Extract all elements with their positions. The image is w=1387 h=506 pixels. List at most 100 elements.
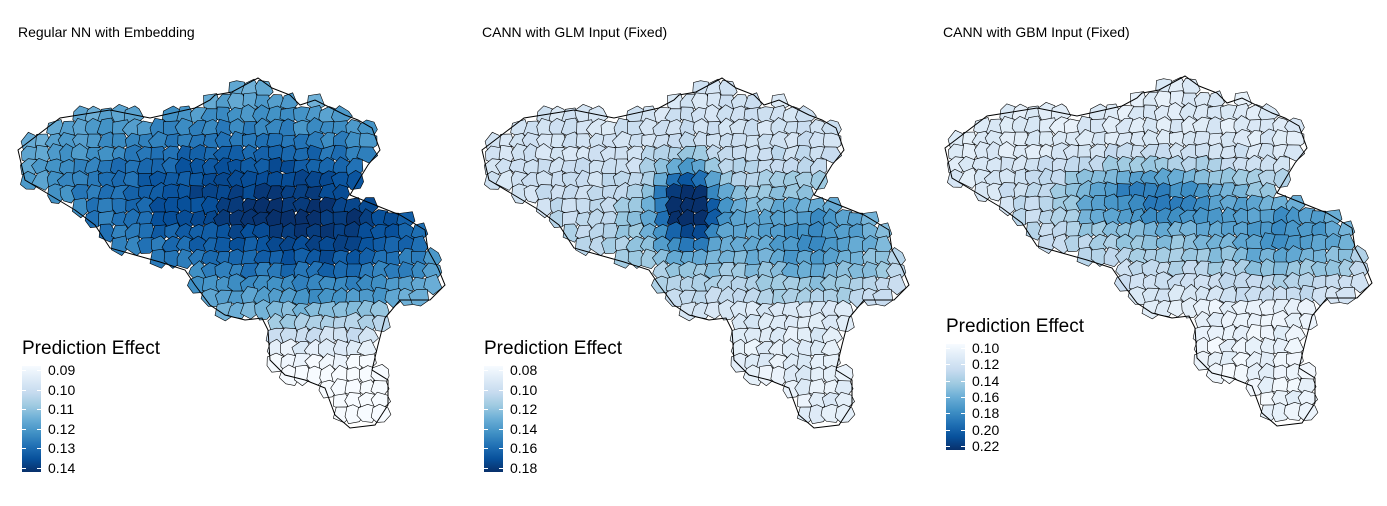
legend-tick: [22, 428, 26, 430]
legend-tick: [37, 409, 41, 411]
legend-label: 0.08: [510, 362, 538, 378]
municipality-polygon: [588, 235, 609, 257]
municipality-polygon: [31, 169, 54, 191]
municipality-polygons: [19, 78, 443, 425]
municipality-polygon: [810, 170, 828, 190]
municipality-polygon: [958, 167, 981, 189]
legend-tick: [499, 389, 503, 391]
municipality-polygon: [1350, 272, 1370, 294]
legend-tick: [946, 413, 950, 415]
municipality-polygon: [1193, 350, 1213, 371]
municipality-polygon: [1335, 286, 1357, 305]
legend-label: 0.13: [48, 440, 76, 457]
municipality-polygon: [124, 235, 145, 257]
legend-label: 0.22: [972, 438, 1000, 454]
municipality-polygon: [730, 352, 750, 373]
legend-label: 0.10: [510, 381, 538, 398]
legend-tick: [961, 364, 965, 366]
legend-color-bar: [22, 366, 41, 472]
legend-label: 0.12: [510, 401, 538, 418]
legend-tick: [961, 413, 965, 415]
panel-title: CANN with GBM Input (Fixed): [943, 24, 1130, 40]
legend: Prediction Effect 0.09 0.10 0.11 0.12 0.13 0.…: [22, 338, 160, 475]
map-panel-cann-glm: CANN with GLM Input (Fixed) Prediction E…: [462, 0, 925, 506]
municipality-polygon: [176, 248, 197, 270]
legend-tick: [499, 409, 503, 411]
municipality-polygon: [1038, 233, 1056, 254]
municipality-polygon: [266, 352, 286, 373]
legend-tick: [37, 428, 41, 430]
legend-tick: [946, 429, 950, 431]
legend-tick: [22, 448, 26, 450]
choropleth-map: [17, 77, 446, 429]
legend-label: 0.14: [48, 460, 76, 476]
legend-tick: [22, 468, 26, 469]
country-border: [481, 77, 910, 429]
map-panel-cann-gbm: CANN with GBM Input (Fixed) Prediction E…: [925, 0, 1387, 506]
legend-tick: [961, 397, 965, 398]
legend-tick: [961, 429, 965, 431]
municipality-polygon: [1297, 401, 1319, 421]
municipality-polygon: [423, 274, 443, 296]
legend-label: 0.20: [972, 421, 1000, 438]
legend-tick: [484, 389, 488, 391]
legend-label: 0.10: [48, 381, 76, 398]
legend-tick: [37, 389, 41, 391]
legend-label: 0.14: [510, 420, 538, 437]
legend-tick: [22, 389, 26, 391]
legend-tick: [37, 448, 41, 450]
legend-tick: [946, 446, 950, 447]
municipality-polygon: [1103, 246, 1124, 268]
legend-title: Prediction Effect: [484, 338, 623, 359]
municipality-polygon: [1273, 168, 1291, 188]
municipality-polygon: [346, 170, 364, 190]
legend-tick: [499, 468, 503, 469]
legend-label: 0.18: [972, 405, 1000, 422]
municipality-polygon: [370, 403, 392, 423]
legend-tick: [37, 468, 41, 469]
choropleth-map: [481, 77, 910, 429]
legend-tick: [22, 409, 26, 411]
legend-tick: [484, 468, 488, 469]
municipality-polygon: [1298, 313, 1318, 330]
municipality-polygon: [820, 403, 841, 423]
legend-label: 0.11: [48, 401, 75, 418]
legend-tick: [484, 370, 488, 371]
panel-title: Regular NN with Embedding: [18, 24, 195, 40]
legend-label: 0.18: [510, 460, 538, 476]
municipality-polygon: [495, 169, 518, 191]
legend-tick: [484, 448, 488, 450]
choropleth-map: [944, 75, 1373, 427]
municipality-polygon: [834, 403, 856, 423]
municipality-polygon: [356, 403, 377, 423]
legend-label: 0.09: [48, 362, 76, 378]
legend-tick: [499, 370, 503, 371]
legend-tick: [37, 370, 41, 371]
municipality-polygon: [575, 235, 593, 256]
panel-title: CANN with GLM Input (Fixed): [482, 24, 668, 40]
municipality-polygon: [1283, 401, 1304, 421]
municipality-polygon: [835, 315, 855, 332]
legend-label: 0.10: [972, 340, 1000, 356]
legend-tick: [946, 380, 950, 382]
legend-tick: [946, 364, 950, 366]
legend-tick: [946, 397, 950, 398]
legend-color-bar: [484, 366, 503, 472]
municipality-polygon: [111, 235, 129, 256]
municipality-polygon: [640, 248, 661, 270]
municipality-polygons: [483, 78, 907, 425]
municipality-polygon: [371, 315, 391, 332]
legend-tick: [484, 409, 488, 411]
municipality-polygon: [887, 274, 907, 296]
legend-tick: [499, 448, 503, 450]
legend: Prediction Effect 0.08 0.10 0.12 0.14 0.16 0.…: [484, 338, 623, 475]
country-border: [17, 77, 446, 429]
map-panel-regular-nn: Regular NN with Embedding Prediction Eff…: [0, 0, 462, 506]
country-border: [944, 75, 1373, 427]
legend-tick: [22, 370, 26, 371]
legend-tick: [946, 348, 950, 349]
legend-label: 0.16: [510, 440, 538, 457]
legend-label: 0.14: [972, 372, 1000, 389]
legend-tick: [961, 446, 965, 447]
legend-tick: [484, 428, 488, 430]
